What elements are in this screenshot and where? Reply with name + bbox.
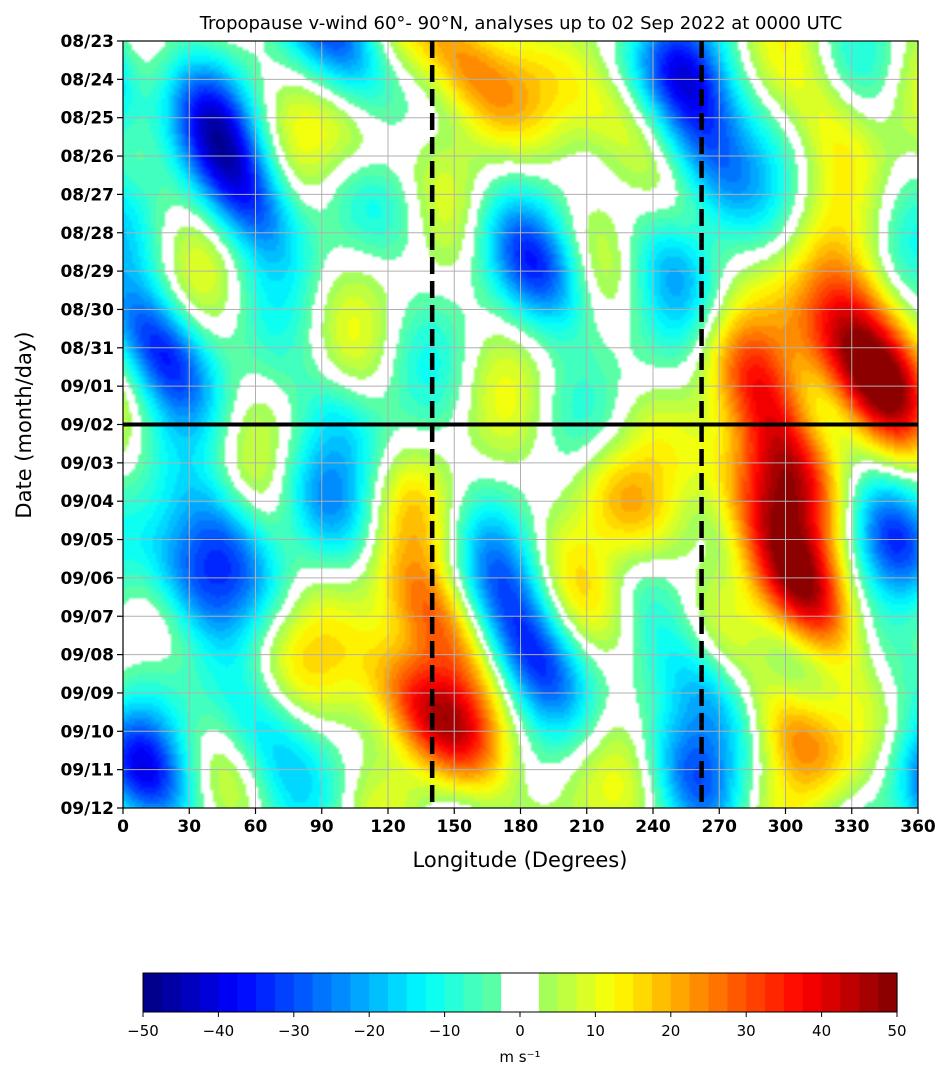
x-tick-label: 120 bbox=[370, 817, 406, 837]
x-axis-ticks: 0 30 60 90 120 150 180 210 240 270 300 330 360 bbox=[117, 808, 936, 837]
colorbar-cell bbox=[444, 973, 465, 1012]
colorbar-cell bbox=[802, 973, 823, 1012]
colorbar-cell bbox=[274, 973, 295, 1012]
x-tick-label: 30 bbox=[177, 817, 201, 837]
colorbar-tick-label: −40 bbox=[203, 1022, 235, 1040]
colorbar-cell bbox=[689, 973, 710, 1012]
colorbar-cell bbox=[331, 973, 351, 1012]
colorbar-cell bbox=[293, 973, 314, 1012]
x-tick-label: 90 bbox=[310, 817, 334, 837]
colorbar-tick-label: 20 bbox=[661, 1022, 680, 1040]
x-tick-label: 300 bbox=[768, 817, 804, 837]
colorbar-cell bbox=[312, 973, 333, 1012]
colorbar-cell bbox=[256, 973, 276, 1012]
x-tick-label: 210 bbox=[569, 817, 605, 837]
overlay-lines bbox=[123, 41, 918, 808]
colorbar-cell bbox=[859, 973, 879, 1012]
colorbar-cell bbox=[576, 973, 596, 1012]
colorbar-ticks: −50 −40 −30 −20 −10 0 10 20 30 40 50 bbox=[127, 1012, 907, 1040]
y-tick-label: 09/07 bbox=[60, 607, 114, 627]
y-tick-label: 08/23 bbox=[60, 32, 114, 52]
x-tick-label: 180 bbox=[503, 817, 539, 837]
plot-area bbox=[122, 40, 919, 809]
colorbar-cell bbox=[350, 973, 370, 1012]
colorbar-cell bbox=[670, 973, 691, 1012]
colorbar: −50 −40 −30 −20 −10 0 10 20 30 40 50 m s⁻¹ bbox=[127, 972, 907, 1066]
y-tick-label: 09/08 bbox=[60, 646, 114, 666]
colorbar-cell bbox=[614, 973, 634, 1012]
colorbar-cell bbox=[501, 973, 521, 1012]
y-tick-label: 08/24 bbox=[60, 70, 114, 90]
colorbar-cell bbox=[840, 973, 860, 1012]
colorbar-cell bbox=[520, 973, 540, 1012]
colorbar-cell bbox=[218, 973, 238, 1012]
y-tick-label: 08/27 bbox=[60, 185, 114, 205]
colorbar-tick-label: 50 bbox=[887, 1022, 906, 1040]
x-axis-label: Longitude (Degrees) bbox=[413, 848, 628, 872]
colorbar-cell bbox=[369, 973, 389, 1012]
colorbar-cell bbox=[651, 973, 672, 1012]
y-tick-label: 09/02 bbox=[60, 416, 114, 436]
colorbar-tick-label: 10 bbox=[586, 1022, 605, 1040]
y-tick-label: 09/01 bbox=[60, 377, 114, 397]
colorbar-cell bbox=[538, 973, 559, 1012]
y-tick-label: 08/26 bbox=[60, 147, 114, 167]
x-tick-label: 360 bbox=[900, 817, 936, 837]
colorbar-cell bbox=[727, 973, 747, 1012]
colorbar-cell bbox=[878, 973, 898, 1012]
colorbar-tick-label: −10 bbox=[429, 1022, 461, 1040]
colorbar-cell bbox=[199, 973, 219, 1012]
y-axis-ticks: 08/23 08/24 08/25 08/26 08/27 08/28 08/29 08/30… bbox=[60, 32, 123, 819]
y-tick-label: 08/31 bbox=[60, 339, 114, 359]
colorbar-cell bbox=[633, 973, 653, 1012]
colorbar-tick-label: 40 bbox=[812, 1022, 831, 1040]
colorbar-cell bbox=[237, 973, 257, 1012]
colorbar-tick-label: −20 bbox=[353, 1022, 385, 1040]
y-tick-label: 09/11 bbox=[60, 761, 114, 781]
colorbar-cell bbox=[746, 973, 766, 1012]
y-tick-label: 09/10 bbox=[60, 722, 114, 742]
colorbar-cell bbox=[557, 973, 578, 1012]
colorbar-cell bbox=[425, 973, 446, 1012]
colorbar-cell bbox=[388, 973, 408, 1012]
colorbar-tick-label: 30 bbox=[737, 1022, 756, 1040]
colorbar-cell bbox=[161, 973, 182, 1012]
chart-title: Tropopause v-wind 60°- 90°N, analyses up… bbox=[199, 13, 843, 34]
y-tick-label: 08/30 bbox=[60, 300, 114, 320]
y-tick-label: 09/12 bbox=[60, 799, 114, 819]
x-tick-label: 150 bbox=[437, 817, 473, 837]
y-tick-label: 09/04 bbox=[60, 492, 114, 512]
colorbar-tick-label: −50 bbox=[127, 1022, 159, 1040]
colorbar-tick-label: 0 bbox=[515, 1022, 525, 1040]
colorbar-cell bbox=[406, 973, 427, 1012]
colorbar-cell bbox=[708, 973, 728, 1012]
y-tick-label: 08/29 bbox=[60, 262, 114, 282]
colorbar-cell bbox=[783, 973, 804, 1012]
y-tick-label: 08/25 bbox=[60, 109, 114, 129]
colorbar-tick-label: −30 bbox=[278, 1022, 310, 1040]
x-tick-label: 0 bbox=[117, 817, 129, 837]
y-tick-label: 09/05 bbox=[60, 531, 114, 551]
colorbar-cell bbox=[143, 973, 163, 1012]
colorbar-cell bbox=[595, 973, 615, 1012]
colorbar-label: m s⁻¹ bbox=[499, 1048, 540, 1066]
colorbar-cell bbox=[482, 973, 502, 1012]
x-tick-label: 240 bbox=[635, 817, 671, 837]
colorbar-cells bbox=[143, 973, 898, 1012]
y-tick-label: 09/09 bbox=[60, 684, 114, 704]
colorbar-cell bbox=[765, 973, 785, 1012]
colorbar-cell bbox=[180, 973, 201, 1012]
colorbar-cell bbox=[821, 973, 842, 1012]
y-axis-label: Date (month/day) bbox=[12, 331, 36, 518]
x-tick-label: 270 bbox=[702, 817, 738, 837]
y-tick-label: 09/06 bbox=[60, 569, 114, 589]
x-tick-label: 330 bbox=[834, 817, 870, 837]
x-tick-label: 60 bbox=[244, 817, 268, 837]
y-tick-label: 08/28 bbox=[60, 224, 114, 244]
colorbar-cell bbox=[463, 973, 483, 1012]
y-tick-label: 09/03 bbox=[60, 454, 114, 474]
